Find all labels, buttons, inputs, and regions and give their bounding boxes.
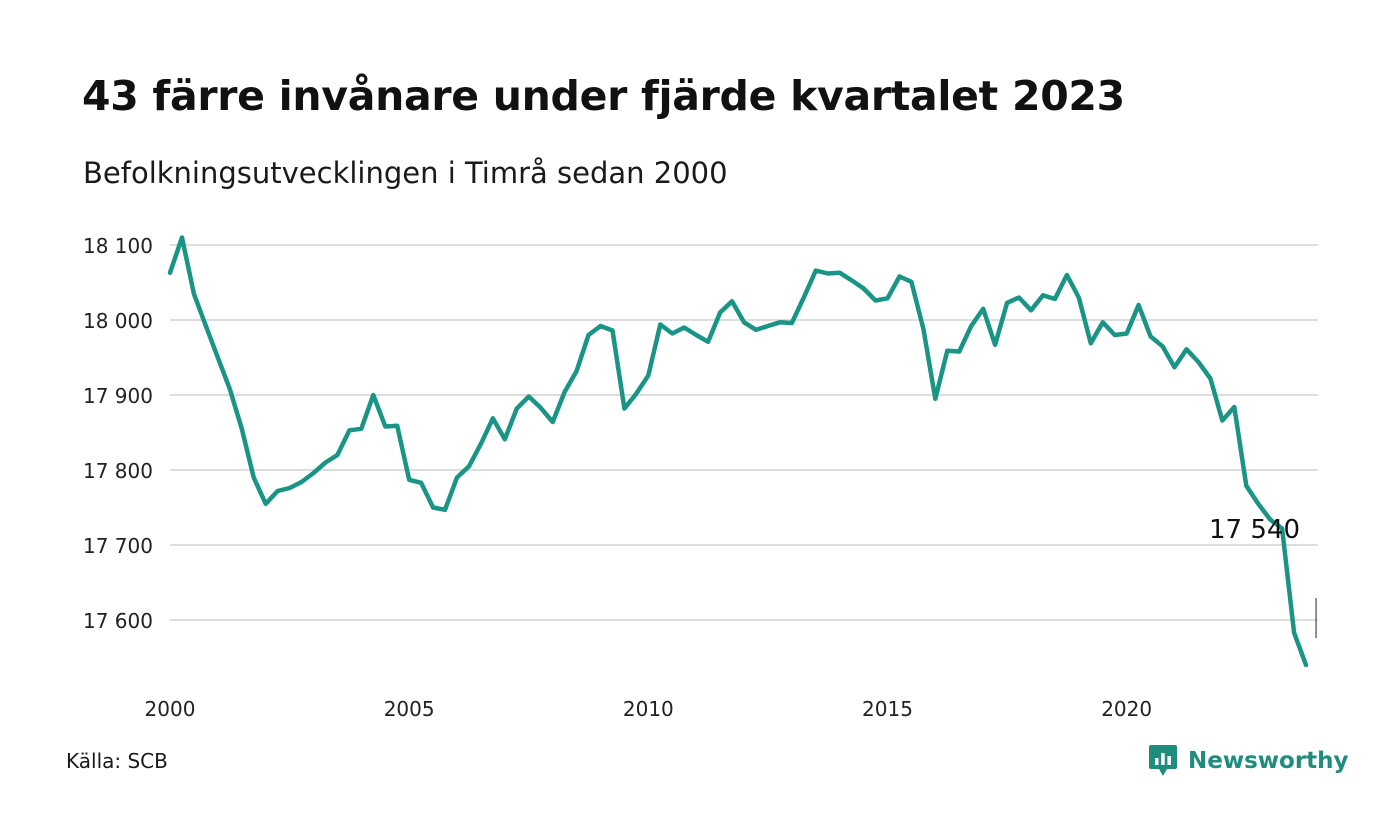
brand-icon-bar (1155, 758, 1159, 765)
brand-logo: Newsworthy (1148, 744, 1349, 778)
y-tick-label: 18 000 (83, 309, 153, 333)
brand-icon-bar (1161, 753, 1165, 765)
source-note: Källa: SCB (66, 749, 168, 773)
x-tick-label: 2000 (145, 697, 196, 721)
y-tick-label: 17 800 (83, 459, 153, 483)
x-tick-label: 2015 (862, 697, 913, 721)
x-tick-label: 2020 (1101, 697, 1152, 721)
chart-title: 43 färre invånare under fjärde kvartalet… (82, 72, 1125, 120)
x-tick-label: 2010 (623, 697, 674, 721)
x-tick-label: 2005 (384, 697, 435, 721)
chart-speech-bubble-icon (1149, 745, 1177, 776)
y-tick-label: 17 900 (83, 384, 153, 408)
y-tick-label: 17 700 (83, 534, 153, 558)
population-series-line (167, 235, 1309, 668)
annotation-label: 17 540 (1209, 515, 1300, 545)
brand-icon-bar (1167, 756, 1171, 765)
y-tick-label: 18 100 (83, 234, 153, 258)
brand-name: Newsworthy (1188, 748, 1349, 774)
y-tick-label: 17 600 (83, 609, 153, 633)
chart-subtitle: Befolkningsutvecklingen i Timrå sedan 20… (83, 156, 728, 190)
